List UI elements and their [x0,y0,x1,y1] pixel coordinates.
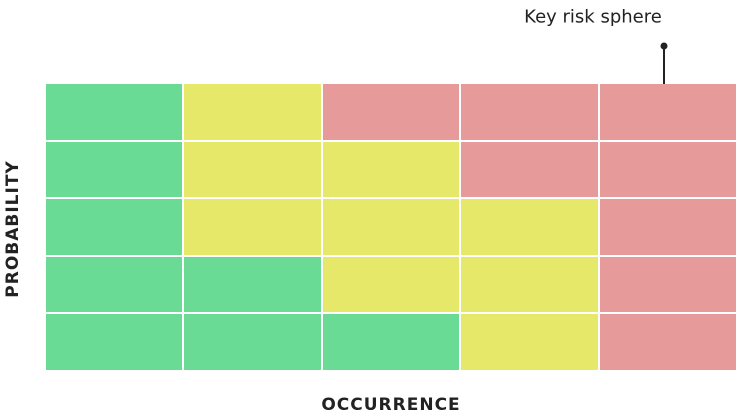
matrix-cell-yellow [461,199,598,255]
matrix-cell-red [599,314,736,370]
matrix-cell-green [322,314,460,370]
key-risk-sphere-label: Key risk sphere [524,6,662,28]
matrix-cell-red [461,84,598,140]
pointer-start-dot [660,42,668,50]
matrix-cell-green [184,256,321,313]
matrix-cell-red [599,141,736,198]
matrix-cell-green [46,199,183,255]
matrix-cell-red [599,256,736,313]
matrix-cell-red [599,84,736,140]
matrix-cell-green [46,314,183,370]
matrix-cell-red [461,141,598,198]
matrix-cell-yellow [184,141,321,198]
matrix-cell-green [46,256,183,313]
matrix-cell-yellow [184,199,321,255]
matrix-cell-red [322,84,460,140]
risk-matrix-grid [46,84,736,370]
matrix-cell-green [184,314,321,370]
matrix-cell-yellow [322,199,460,255]
x-axis-label: OCCURRENCE [321,395,461,415]
matrix-cell-yellow [461,314,598,370]
matrix-cell-yellow [322,256,460,313]
y-axis-label: PROBABILITY [3,160,23,298]
matrix-cell-yellow [322,141,460,198]
matrix-cell-yellow [184,84,321,140]
matrix-cell-green [46,84,183,140]
matrix-cell-green [46,141,183,198]
matrix-cell-yellow [461,256,598,313]
matrix-cell-red [599,199,736,255]
